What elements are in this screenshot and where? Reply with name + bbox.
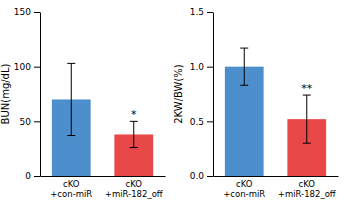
tick-mark — [34, 67, 40, 68]
error-bar — [303, 95, 311, 143]
x-tick: cKO+miR-182_off — [278, 176, 337, 199]
category-label: cKO+miR-182_off — [278, 179, 337, 199]
error-bar — [240, 48, 248, 85]
x-axis: cKO+con-miR cKO+miR-182_off — [214, 176, 339, 199]
y-axis: 0.0 0.5 1.0 1.5 — [190, 7, 214, 181]
tick-label: 150 — [14, 7, 31, 17]
y-tick: 1.0 — [190, 62, 213, 72]
x-tick: cKO+con-miR — [223, 176, 265, 199]
axis-line — [40, 13, 41, 177]
y-tick: 0 — [25, 171, 40, 181]
x-tick: cKO+con-miR — [50, 176, 92, 199]
y-tick: 100 — [14, 62, 40, 72]
panel: 0.0 0.5 1.0 1.5 cKO+con-miR cKO+miR-182_off 2K… — [173, 7, 339, 198]
error-bar — [130, 121, 138, 147]
axis-line — [214, 176, 339, 177]
tick-label: 0.5 — [190, 117, 204, 127]
y-axis-title: 2KW/BW(%) — [173, 64, 184, 124]
x-tick: cKO+miR-182_off — [105, 176, 164, 199]
y-axis: 0 50 100 150 — [14, 7, 41, 181]
error-bar — [67, 63, 75, 135]
panel: 0 50 100 150 cKO+con-miR cKO+miR-182_off BUN(m… — [0, 7, 166, 198]
tick-label: 1.0 — [190, 62, 205, 72]
significance-label: * — [131, 108, 137, 121]
y-axis-title: BUN(mg/dL) — [0, 63, 11, 124]
y-tick: 0.5 — [190, 117, 213, 127]
axis-line — [213, 13, 214, 177]
axis-line — [41, 176, 166, 177]
y-tick: 50 — [20, 117, 40, 127]
tick-mark — [34, 176, 40, 177]
category-label: cKO+miR-182_off — [105, 179, 164, 199]
y-tick: 0.0 — [190, 171, 213, 181]
tick-mark — [207, 176, 213, 177]
category-label: cKO+con-miR — [50, 179, 92, 199]
significance-label: ** — [301, 82, 313, 95]
tick-mark — [34, 12, 40, 13]
plot-area — [225, 48, 326, 176]
category-label: cKO+con-miR — [223, 179, 265, 199]
tick-label: 0 — [25, 171, 31, 181]
tick-mark — [207, 12, 213, 13]
tick-label: 100 — [14, 62, 31, 72]
tick-label: 0.0 — [190, 171, 205, 181]
tick-label: 1.5 — [190, 7, 204, 17]
x-axis: cKO+con-miR cKO+miR-182_off — [41, 176, 166, 199]
tick-mark — [207, 67, 213, 68]
figure: 0 50 100 150 cKO+con-miR cKO+miR-182_off BUN(m… — [0, 0, 346, 206]
y-tick: 1.5 — [190, 7, 213, 17]
tick-mark — [34, 121, 40, 122]
plot-area — [52, 63, 153, 176]
tick-mark — [207, 121, 213, 122]
y-tick: 150 — [14, 7, 40, 17]
tick-label: 50 — [20, 117, 32, 127]
